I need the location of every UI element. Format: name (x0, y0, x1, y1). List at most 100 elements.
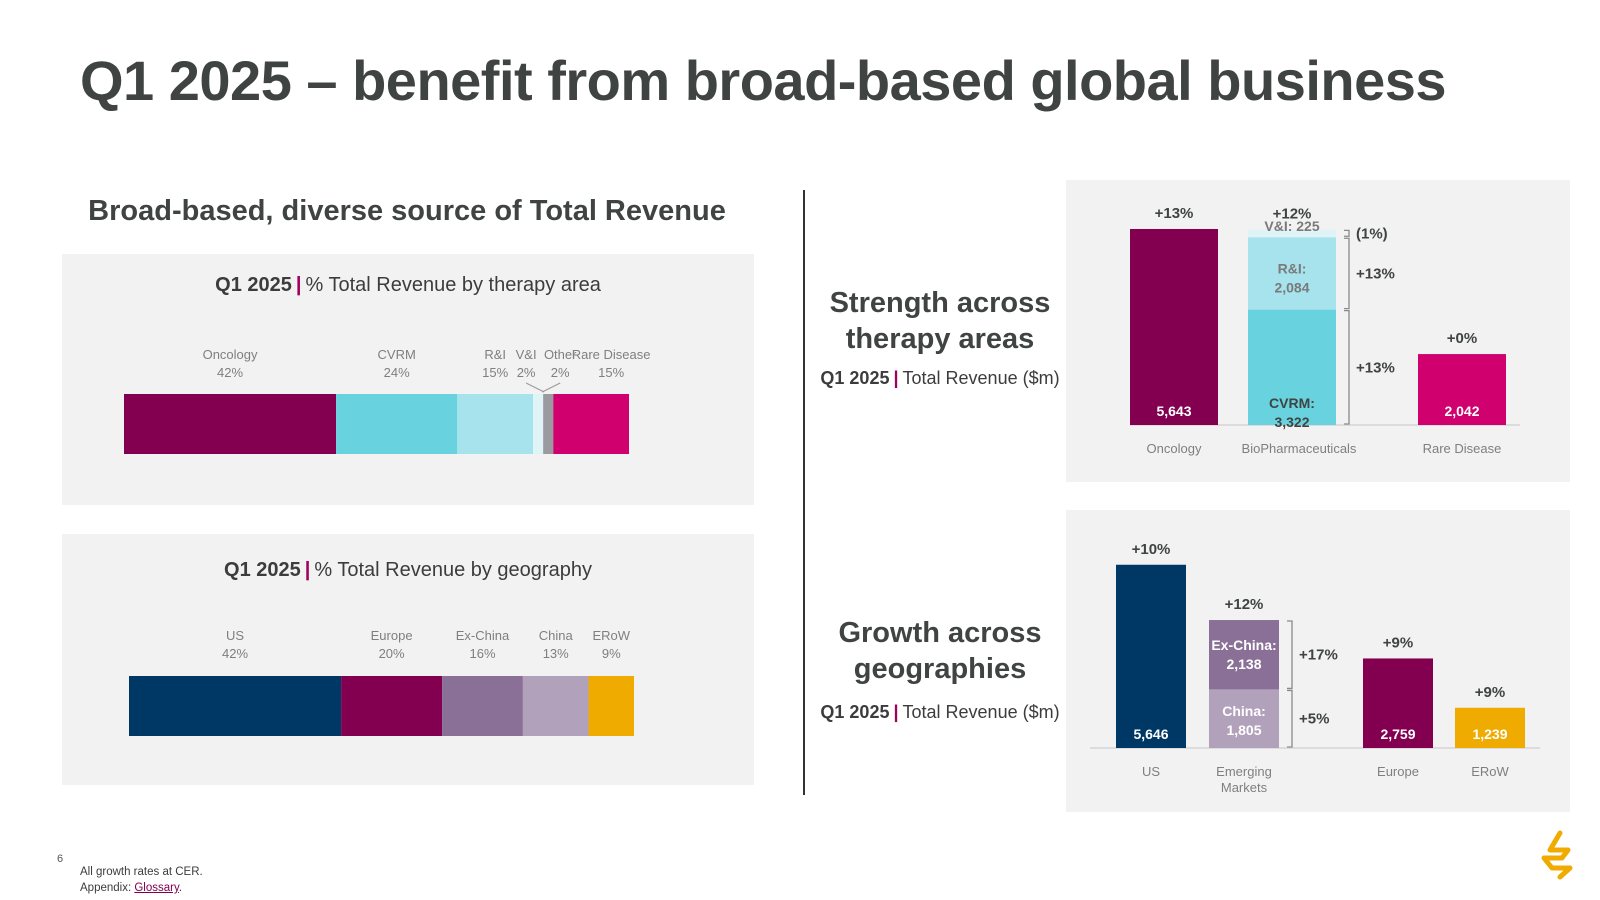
revenue-category-oncology: Oncology (1147, 441, 1202, 456)
geo-sub-sep: | (893, 702, 899, 722)
therapy-share-title-rest: % Total Revenue by therapy area (305, 274, 601, 296)
share-value-erow: 9% (602, 646, 621, 661)
share-label-us: US (226, 628, 244, 643)
therapy-share-title-period: Q1 2025 (215, 274, 292, 296)
share-label-r-i: R&I (484, 347, 506, 362)
revenue-bar-biopharmaceuticals-r-i (1248, 237, 1336, 310)
geo-revenue-chart: 5,646 +10% US China: 1,805 +5% Ex-China: 2,138 +… (1090, 541, 1540, 795)
revenue-value-china: 1,805 (1226, 722, 1261, 738)
share-label-china: China (539, 628, 574, 643)
revenue-total-growth-erow: +9% (1475, 684, 1505, 701)
revenue-total-growth-us: +10% (1132, 541, 1171, 558)
page-number: 6 (57, 853, 64, 865)
share-value-ex-china: 16% (469, 646, 495, 661)
revenue-bracket-china (1287, 689, 1293, 748)
therapy-sub-period: Q1 2025 (820, 368, 890, 388)
geo-share-panel: Q1 2025 |% Total Revenue by geography US 4… (62, 534, 754, 785)
therapy-share-panel: Q1 2025 |% Total Revenue by therapy area … (62, 254, 754, 505)
revenue-label-cvrm: CVRM: (1269, 395, 1315, 411)
therapy-revenue-chart: 5,643 +13% Oncology CVRM: 3,322 +13% R&I: 2,084… (1130, 205, 1520, 456)
revenue-value-r-i: 2,084 (1274, 279, 1309, 295)
revenue-bracket-v-i (1344, 229, 1350, 237)
therapy-sub-sep: | (893, 368, 899, 388)
revenue-total-growth-europe: +9% (1383, 634, 1413, 651)
geo-share-title-sep: | (304, 559, 311, 581)
revenue-value-v-i: V&I: 225 (1264, 218, 1319, 234)
revenue-value-europe: 2,759 (1380, 726, 1415, 742)
revenue-total-growth-biopharmaceuticals: +12% (1273, 205, 1312, 222)
share-segment-oncology (124, 394, 337, 454)
share-value-v-i: 2% (517, 365, 536, 380)
section-divider (803, 190, 805, 795)
share-segment-ex-china (442, 676, 523, 736)
share-segment-europe (341, 676, 443, 736)
revenue-category-emerging-markets: Emerging (1216, 764, 1272, 779)
revenue-total-growth-emerging-markets: +12% (1225, 596, 1264, 613)
share-label-other: Other (544, 347, 577, 362)
geo-revenue-panel: 5,646 +10% US China: 1,805 +5% Ex-China: 2,138 +… (1066, 510, 1570, 812)
therapy-share-title-sep: | (295, 274, 302, 296)
share-leader-v-i (525, 382, 545, 393)
share-value-europe: 20% (379, 646, 405, 661)
revenue-growth-ex-china: +17% (1299, 647, 1338, 664)
geo-heading-line1: Growth across (838, 617, 1042, 649)
revenue-bar-erow-erow (1455, 707, 1525, 748)
footnotes: All growth rates at CER. Appendix: Gloss… (80, 864, 203, 896)
revenue-category-us: US (1142, 764, 1160, 779)
revenue-label-ex-china: Ex-China: (1211, 637, 1276, 653)
revenue-bar-emerging-markets-china (1209, 689, 1279, 748)
therapy-share-title: Q1 2025 |% Total Revenue by therapy area (62, 274, 754, 297)
share-label-europe: Europe (371, 628, 413, 643)
share-value-other: 2% (551, 365, 570, 380)
revenue-bar-europe-europe (1363, 658, 1433, 748)
revenue-growth-v-i: (1%) (1356, 225, 1388, 242)
glossary-link[interactable]: Glossary (134, 882, 179, 894)
share-value-r-i: 15% (482, 365, 508, 380)
footnote-cer: All growth rates at CER. (80, 866, 203, 878)
share-value-oncology: 42% (217, 365, 243, 380)
revenue-total-growth-oncology: +13% (1155, 205, 1194, 222)
geo-share-title: Q1 2025 |% Total Revenue by geography (62, 559, 754, 582)
geo-sub-rest: Total Revenue ($m) (902, 702, 1060, 722)
revenue-total-growth-rare-disease: +0% (1447, 330, 1477, 347)
revenue-category-europe: Europe (1377, 764, 1419, 779)
revenue-bar-biopharmaceuticals-cvrm (1248, 309, 1336, 425)
therapy-heading-line1: Strength across (829, 287, 1051, 319)
geo-heading: Growth across geographies (815, 615, 1065, 687)
revenue-category-emerging-markets-line2: Markets (1221, 780, 1268, 795)
therapy-heading-sub: Q1 2025 | Total Revenue ($m) (805, 368, 1075, 389)
share-value-china: 13% (543, 646, 569, 661)
revenue-bracket-r-i (1344, 237, 1350, 310)
therapy-heading: Strength across therapy areas (815, 285, 1065, 357)
share-label-erow: ERoW (592, 628, 630, 643)
share-value-cvrm: 24% (384, 365, 410, 380)
share-label-cvrm: CVRM (378, 347, 416, 362)
share-value-rare-disease: 15% (598, 365, 624, 380)
geo-heading-sub: Q1 2025 | Total Revenue ($m) (805, 702, 1075, 723)
revenue-bar-oncology-oncology (1130, 228, 1218, 425)
share-label-rare-disease: Rare Disease (572, 347, 651, 362)
share-segment-rare-disease (553, 394, 629, 454)
geo-heading-line2: geographies (853, 653, 1027, 685)
share-label-ex-china: Ex-China (456, 628, 510, 643)
revenue-value-ex-china: 2,138 (1226, 656, 1261, 672)
share-segment-r-i (457, 394, 534, 454)
revenue-value-erow: 1,239 (1472, 726, 1507, 742)
geo-share-chart: US 42% Europe 20% Ex-China 16% China 13% ERoW 9% (129, 628, 634, 736)
share-label-v-i: V&I (516, 347, 537, 362)
therapy-revenue-panel: 5,643 +13% Oncology CVRM: 3,322 +13% R&I: 2,084… (1066, 180, 1570, 482)
share-value-us: 42% (222, 646, 248, 661)
revenue-bar-emerging-markets-ex-china (1209, 620, 1279, 690)
share-segment-v-i (533, 394, 544, 454)
revenue-bar-rare-disease-rare-disease (1418, 354, 1506, 425)
revenue-bracket-cvrm (1344, 309, 1350, 425)
revenue-label-r-i: R&I: (1278, 260, 1307, 276)
revenue-value-cvrm: 3,322 (1274, 414, 1309, 430)
share-label-oncology: Oncology (203, 347, 258, 362)
left-heading: Broad-based, diverse source of Total Rev… (88, 195, 726, 227)
geo-share-title-rest: % Total Revenue by geography (314, 559, 592, 581)
revenue-category-rare-disease: Rare Disease (1423, 441, 1502, 456)
revenue-category-biopharmaceuticals: BioPharmaceuticals (1242, 441, 1357, 456)
footnote-appendix: Appendix: Glossary. (80, 880, 203, 896)
geo-share-title-period: Q1 2025 (224, 559, 301, 581)
